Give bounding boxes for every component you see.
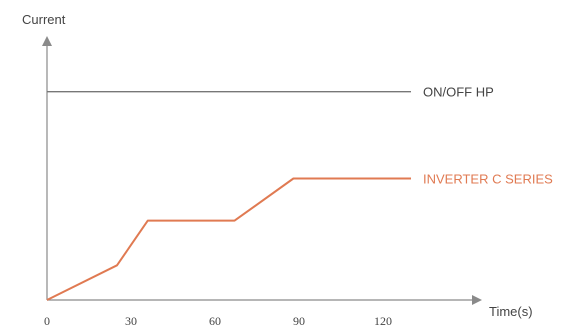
x-tick-label: 60 bbox=[209, 314, 221, 328]
series-label-2: INVERTER C SERIES bbox=[423, 171, 553, 186]
series-layer bbox=[46, 91, 411, 301]
series-labels: ON/OFF HP INVERTER C SERIES bbox=[423, 85, 553, 187]
x-axis-label: Time(s) bbox=[489, 304, 533, 319]
x-tick-label: 0 bbox=[44, 314, 50, 328]
y-axis-label: Current bbox=[22, 12, 66, 27]
x-tick-label: 90 bbox=[293, 314, 305, 328]
series-line-2 bbox=[46, 177, 411, 301]
x-tick-labels: 0 30 60 90 120 bbox=[44, 314, 392, 328]
x-tick-label: 120 bbox=[374, 314, 392, 328]
series-label-1: ON/OFF HP bbox=[423, 85, 494, 100]
x-tick-label: 30 bbox=[125, 314, 137, 328]
